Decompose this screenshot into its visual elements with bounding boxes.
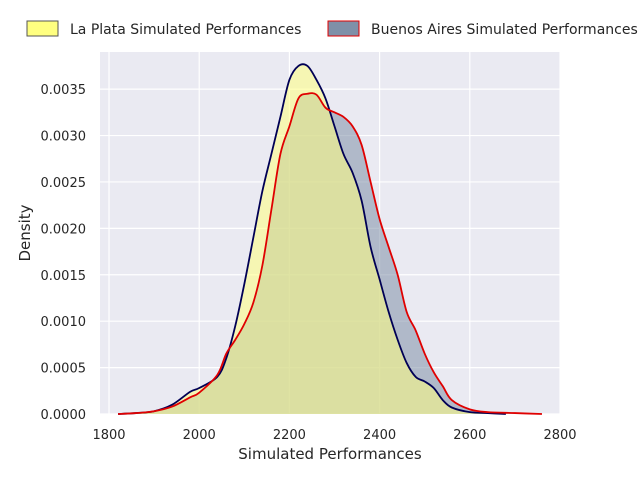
density-areas [118,64,542,415]
legend-swatch-buenos-aires [327,20,360,37]
x-tick-label: 2400 [363,428,396,443]
y-tick-label: 0.0020 [41,222,87,237]
x-axis-label: Simulated Performances [238,445,422,463]
y-axis-label: Density [16,204,34,261]
y-tick-label: 0.0015 [41,269,87,284]
x-tick-label: 2600 [453,428,486,443]
x-tick-label: 2000 [183,428,216,443]
y-tick-label: 0.0010 [41,315,87,330]
y-tick-label: 0.0000 [41,408,87,423]
x-tick-label: 2200 [273,428,306,443]
legend-swatch-la-plata [26,20,59,37]
legend: La Plata Simulated Performances Buenos A… [26,20,638,38]
y-tick-label: 0.0005 [41,362,87,377]
y-axis-ticks: 0.0000 0.0005 0.0010 0.0015 0.0020 0.0025 0.00… [41,83,87,423]
legend-label-la-plata: La Plata Simulated Performances [70,22,301,38]
area-series-0 [118,64,506,415]
x-axis-ticks: 1800 2000 2200 2400 2600 2800 [92,428,576,443]
y-tick-label: 0.0030 [41,130,87,145]
x-tick-label: 1800 [92,428,125,443]
line-series-1 [117,92,542,415]
legend-label-buenos-aires: Buenos Aires Simulated Performances [371,22,638,38]
density-lines [117,63,542,415]
y-tick-label: 0.0035 [41,83,87,98]
y-tick-label: 0.0025 [41,176,87,191]
x-tick-label: 2800 [543,428,576,443]
